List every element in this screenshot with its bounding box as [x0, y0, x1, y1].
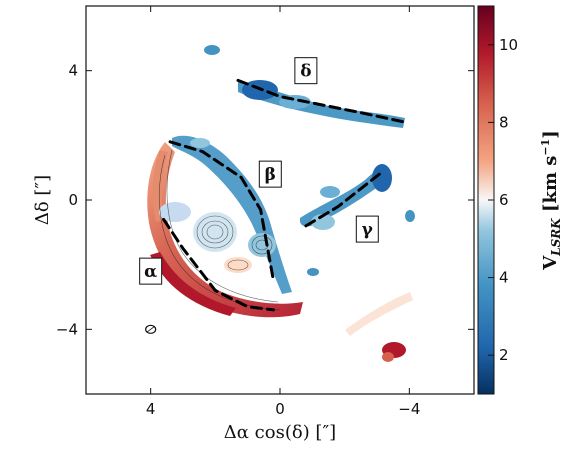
- region-label-box: [139, 257, 163, 285]
- plot-frame: [85, 5, 475, 395]
- colorbar-tick-label: 8: [499, 113, 509, 131]
- region-path: [236, 78, 408, 124]
- region-path: [168, 140, 275, 283]
- beam-ellipse: [145, 324, 157, 334]
- region-label: δ: [300, 62, 311, 82]
- region-path: [304, 169, 385, 228]
- region-label-box: [258, 160, 282, 188]
- alpha-emission: [147, 142, 303, 318]
- x-tick-label: 4: [146, 400, 156, 418]
- beta-emission: [172, 135, 292, 294]
- y-tick-label: 0: [68, 191, 78, 209]
- x-tick-label: −4: [398, 400, 420, 418]
- colorbar-tick-label: 6: [499, 191, 509, 209]
- colorbar-label: VLSRK [km s−1]: [539, 130, 563, 271]
- region-path: [162, 217, 275, 312]
- region-label-box: [294, 57, 318, 85]
- x-axis-label: Δα cos(δ) [″]: [224, 422, 336, 443]
- region-label-box: [355, 215, 379, 243]
- colorbar-tick-label: 2: [499, 346, 509, 364]
- y-tick-label: 4: [68, 62, 78, 80]
- delta-emission: [238, 80, 405, 128]
- velocity-map: [147, 45, 415, 362]
- gamma-emission: [300, 168, 390, 227]
- y-tick-label: −4: [56, 320, 78, 338]
- colorbar-tick-label: 4: [499, 269, 509, 287]
- region-label: α: [144, 262, 157, 282]
- beam-hatch: [146, 326, 155, 333]
- colorbar-tick-label: 10: [499, 36, 518, 54]
- region-label: γ: [362, 220, 374, 240]
- region-label: β: [265, 165, 276, 185]
- y-axis-label: Δδ [″]: [32, 175, 53, 225]
- x-tick-label: 0: [275, 400, 285, 418]
